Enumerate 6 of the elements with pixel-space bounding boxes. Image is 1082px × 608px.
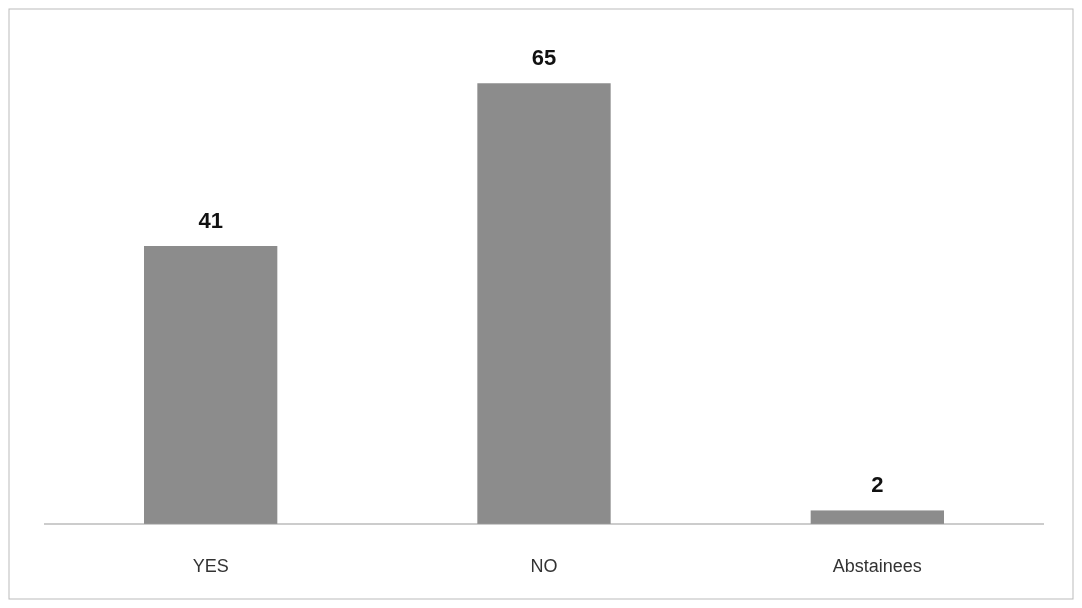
x-tick-label: NO (530, 556, 558, 576)
x-tick-label: YES (192, 556, 229, 576)
data-label: 2 (871, 472, 884, 498)
x-tick-label: Abstainees (832, 556, 922, 576)
data-label: 65 (531, 45, 557, 71)
data-label: 41 (198, 207, 223, 233)
